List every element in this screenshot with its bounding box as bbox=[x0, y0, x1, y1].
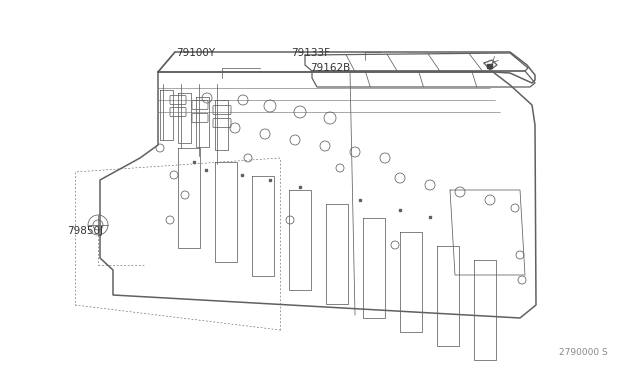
Text: 79133F: 79133F bbox=[291, 48, 330, 58]
Text: 79100Y: 79100Y bbox=[176, 48, 215, 58]
Text: 79162B: 79162B bbox=[310, 62, 351, 73]
Text: 2790000 S: 2790000 S bbox=[559, 348, 608, 357]
Text: 79850J: 79850J bbox=[67, 226, 103, 236]
Polygon shape bbox=[487, 64, 492, 68]
